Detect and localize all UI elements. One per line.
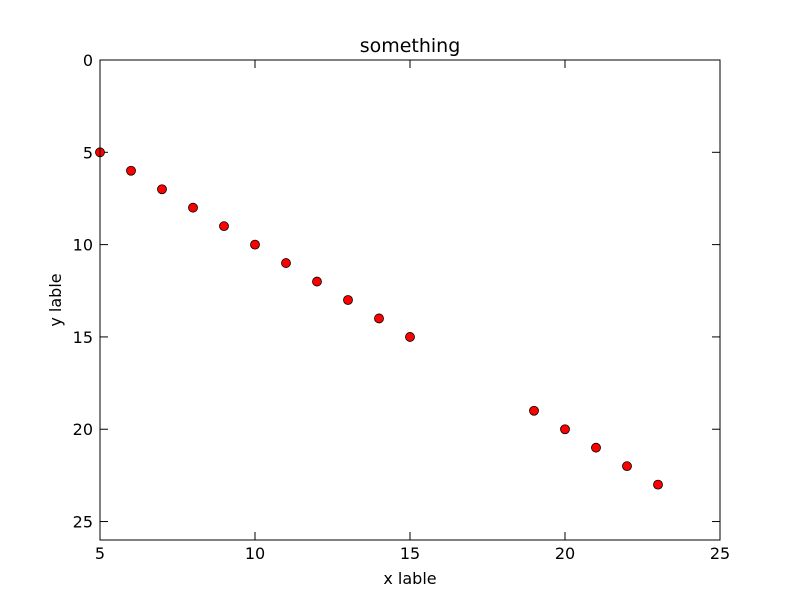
y-tick-label: 10 [73, 236, 93, 255]
data-point [343, 295, 353, 305]
data-point [622, 461, 632, 472]
data-point [653, 479, 663, 490]
tick-labels: 5 10 15 20 25 0 5 10 15 20 25 [73, 51, 731, 563]
data-point [157, 184, 167, 195]
y-tick-label: 20 [73, 420, 93, 439]
x-tick-label: 10 [245, 544, 265, 563]
data-point [560, 424, 570, 435]
data-point [281, 258, 291, 268]
data-point [591, 442, 601, 453]
y-tick-label: 25 [73, 513, 93, 532]
chart-title: something [360, 35, 461, 57]
plot-frame [99, 59, 721, 541]
x-tick-label: 15 [400, 544, 420, 563]
data-point [250, 239, 260, 250]
y-axis-label: y lable [46, 273, 65, 326]
plot-area [100, 60, 720, 540]
x-tick-label: 20 [555, 544, 575, 563]
x-tick-label: 5 [95, 544, 105, 563]
data-point [126, 165, 136, 176]
data-point [529, 405, 539, 416]
y-tick-label: 5 [83, 143, 93, 162]
y-tick-label: 15 [73, 328, 93, 347]
data-point [188, 202, 198, 213]
data-point [405, 332, 415, 342]
x-tick-label: 25 [710, 544, 730, 563]
x-axis-label: x lable [383, 569, 436, 588]
data-point [219, 221, 229, 232]
data-points [95, 147, 663, 490]
data-point [374, 313, 384, 324]
data-point [312, 276, 322, 287]
y-tick-label: 0 [83, 51, 93, 70]
